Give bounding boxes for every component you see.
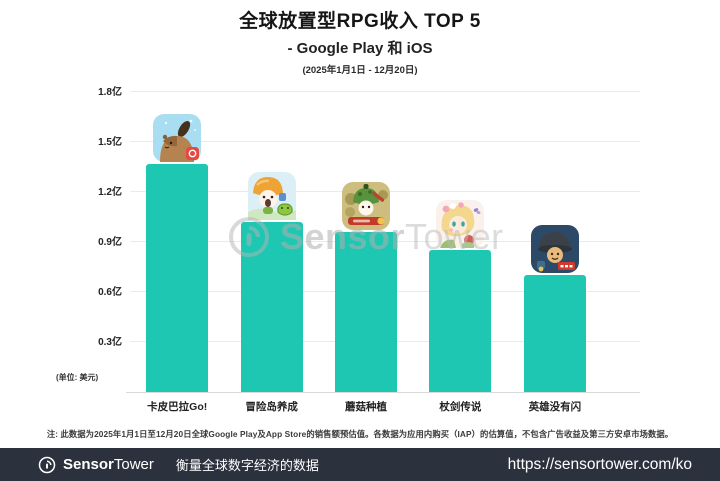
bar-column-maple-island: 冒险岛养成 <box>224 92 318 413</box>
bar-column-capybara-go: 卡皮巴拉Go! <box>130 92 224 413</box>
y-tick-label: 0.6亿 <box>98 287 122 298</box>
footer-tagline: 衡量全球数字经济的数据 <box>175 458 319 473</box>
hero-no-flash-app-icon <box>530 225 579 273</box>
bar-capybara-go <box>146 164 209 392</box>
category-label: 杖剑传说 <box>439 401 482 413</box>
bar-column-mushroom-planting: 蘑菇种植 <box>319 92 413 413</box>
y-axis-unit-label: (单位: 美元) <box>56 373 99 382</box>
capybara-go-app-icon <box>153 114 202 162</box>
gridline <box>130 91 640 92</box>
y-tick-label: 1.2亿 <box>98 187 122 198</box>
bar-hero-no-flash <box>523 275 586 392</box>
staff-sword-legend-app-icon <box>436 200 485 248</box>
mushroom-planting-app-icon <box>342 182 391 230</box>
category-label: 冒险岛养成 <box>245 401 298 413</box>
footer-bar: SensorTower 衡量全球数字经济的数据 https://sensorto… <box>0 448 720 481</box>
footnote: 注: 此数据为2025年1月1日至12月20日全球Google Play及App… <box>46 429 674 439</box>
gridline <box>130 141 640 142</box>
y-tick-label: 0.9亿 <box>98 237 122 248</box>
bar-maple-island <box>240 222 303 392</box>
chart-subtitle: - Google Play 和 iOS <box>287 40 433 57</box>
bar-mushroom-planting <box>335 232 398 392</box>
bar-columns: 卡皮巴拉Go! <box>130 92 602 413</box>
chart-date-range: (2025年1月1日 - 12月20日) <box>302 65 418 76</box>
category-label: 英雄没有闪 <box>528 401 582 413</box>
y-tick-label: 1.5亿 <box>98 137 122 148</box>
category-label: 卡皮巴拉Go! <box>147 401 208 413</box>
plot-area: 卡皮巴拉Go! <box>98 87 640 413</box>
y-tick-label: 0.3亿 <box>98 337 122 348</box>
chart-title: 全球放置型RPG收入 TOP 5 <box>239 11 481 32</box>
category-label: 蘑菇种植 <box>345 401 388 413</box>
bar-staff-sword-legend <box>429 250 492 392</box>
chart-header: 全球放置型RPG收入 TOP 5 - Google Play 和 iOS (20… <box>0 6 720 76</box>
bar-column-staff-sword-legend: 杖剑传说 <box>413 92 507 413</box>
footer-brand: SensorTower <box>63 456 154 473</box>
x-axis-baseline <box>126 392 640 393</box>
maple-island-app-icon <box>247 172 296 220</box>
y-tick-label: 1.8亿 <box>98 87 122 98</box>
bar-column-hero-no-flash: 英雄没有闪 <box>508 92 602 413</box>
sensortower-logo-icon <box>38 456 56 473</box>
footer-url[interactable]: https://sensortower.com/ko <box>507 455 692 473</box>
